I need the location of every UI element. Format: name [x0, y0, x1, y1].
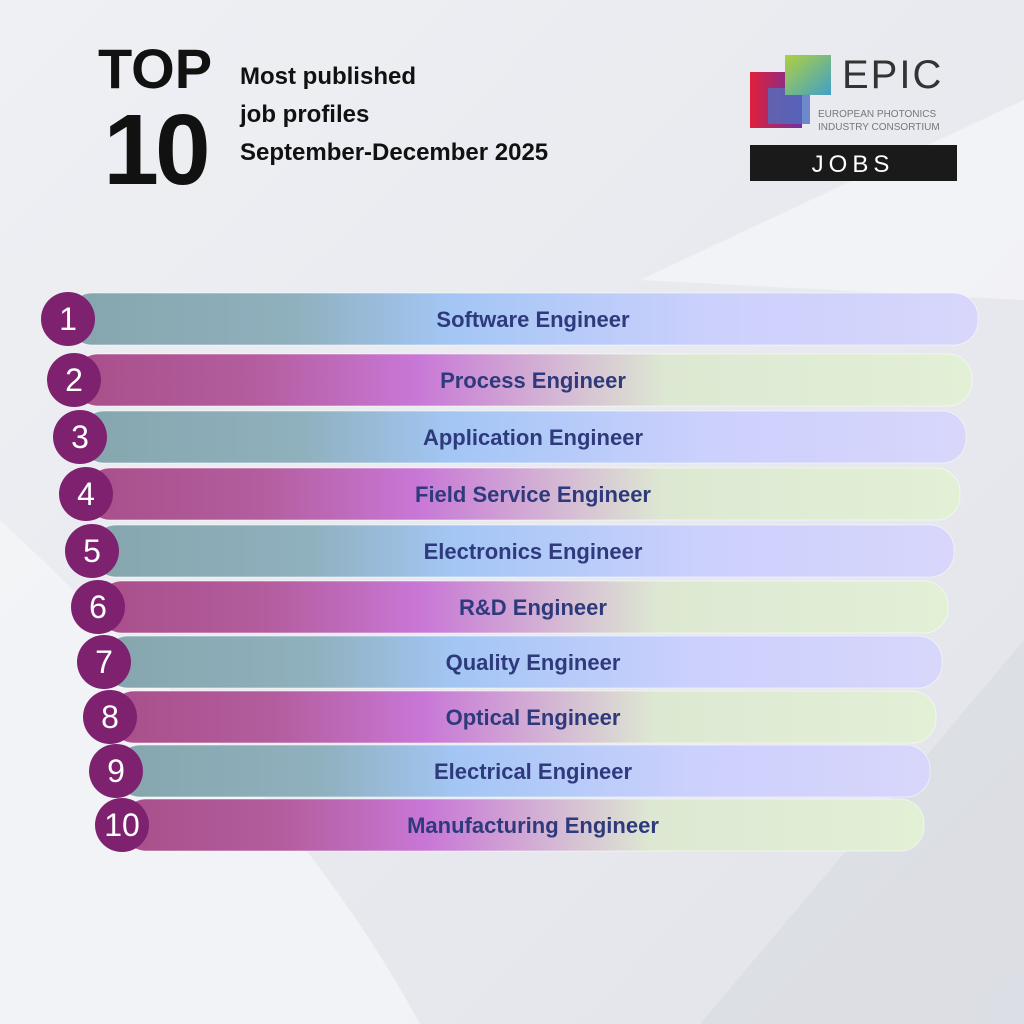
logo-name: EPIC	[842, 53, 943, 97]
job-label: Manufacturing Engineer	[407, 813, 659, 838]
job-label: Electrical Engineer	[434, 759, 633, 784]
job-label: Field Service Engineer	[415, 482, 651, 507]
top-text: TOP	[98, 37, 212, 100]
top-number: 10	[103, 94, 207, 206]
logo-line: INDUSTRY CONSORTIUM	[818, 122, 940, 133]
logo-square	[785, 55, 831, 95]
rank-number: 1	[59, 301, 77, 337]
rank-badge	[53, 410, 107, 464]
rank-badge	[77, 635, 131, 689]
rank-badge	[83, 690, 137, 744]
rank-number: 9	[107, 753, 125, 789]
rank-badge	[59, 467, 113, 521]
ranking-list: 1 Software Engineer 2 Process Engineer 3 Appl…	[41, 292, 979, 852]
rank-number: 2	[65, 362, 83, 398]
logo-badge-text: JOBS	[812, 151, 895, 178]
rank-badge	[47, 353, 101, 407]
rank-badge	[71, 580, 125, 634]
job-label: Process Engineer	[440, 368, 626, 393]
job-label: R&D Engineer	[459, 595, 607, 620]
logo-badge	[750, 145, 957, 181]
rank-badge	[41, 292, 95, 346]
logo: EPIC EUROPEAN PHOTONICS INDUSTRY CONSORT…	[750, 53, 957, 181]
rank-number: 5	[83, 533, 101, 569]
rank-number: 10	[104, 807, 140, 843]
logo-line: EUROPEAN PHOTONICS	[818, 109, 936, 120]
rank-number: 4	[77, 476, 95, 512]
job-label: Software Engineer	[436, 307, 630, 332]
job-label: Electronics Engineer	[424, 539, 643, 564]
rank-badge	[95, 798, 149, 852]
rank-badge	[65, 524, 119, 578]
rank-number: 7	[95, 644, 113, 680]
subtitle: job profiles	[239, 101, 369, 128]
subtitle: September-December 2025	[240, 139, 548, 166]
job-label: Application Engineer	[423, 425, 643, 450]
rank-badge	[89, 744, 143, 798]
job-label: Optical Engineer	[446, 705, 621, 730]
rank-number: 3	[71, 419, 89, 455]
job-label: Quality Engineer	[446, 650, 621, 675]
rank-number: 8	[101, 699, 119, 735]
rank-number: 6	[89, 589, 107, 625]
subtitle: Most published	[240, 63, 416, 90]
